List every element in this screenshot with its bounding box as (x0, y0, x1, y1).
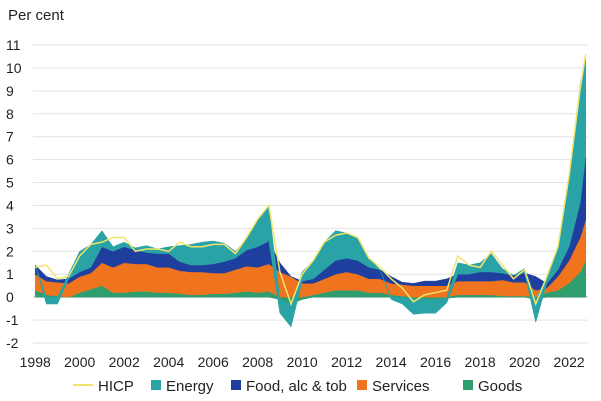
hicp-line (35, 54, 587, 307)
y-tick-label: 2 (6, 243, 14, 259)
x-tick-label: 2018 (465, 354, 496, 370)
x-tick-label: 2008 (242, 354, 273, 370)
x-tick-label: 2022 (554, 354, 585, 370)
legend-swatch-food (231, 380, 241, 390)
x-tick-label: 2014 (376, 354, 407, 370)
legend-label-food: Food, alc & tob (246, 378, 347, 395)
y-tick-label: 0 (6, 289, 14, 305)
stacked-areas (34, 56, 587, 328)
x-tick-label: 2012 (331, 354, 362, 370)
x-tick-label: 2004 (153, 354, 184, 370)
legend-swatch-goods (463, 380, 473, 390)
y-axis-label: Per cent (8, 7, 65, 24)
y-tick-label: 4 (6, 197, 14, 213)
gridlines (33, 44, 588, 344)
hicp-line-group (35, 54, 587, 307)
y-tick-label: 1 (6, 266, 14, 282)
y-tick-label: 9 (6, 83, 14, 99)
x-tick-label: 2006 (198, 354, 229, 370)
y-tick-label: 11 (6, 37, 21, 53)
x-tick-label: 2016 (420, 354, 451, 370)
y-tick-label: 3 (6, 220, 14, 236)
y-tick-label: -1 (6, 312, 19, 328)
legend-swatch-services (357, 380, 367, 390)
legend-label-hicp: HICP (98, 378, 134, 395)
y-tick-label: 10 (6, 60, 22, 76)
x-tick-label: 1998 (20, 354, 51, 370)
legend-swatch-energy (151, 380, 161, 390)
x-tick-label: 2002 (109, 354, 140, 370)
y-tick-label: 7 (6, 129, 14, 145)
y-tick-label: 8 (6, 106, 14, 122)
y-tick-label: -2 (6, 335, 19, 351)
legend: HICP Energy Food, alc & tob Services Goo… (73, 378, 522, 395)
y-tick-labels: -2 -1 0 1 2 3 4 5 6 7 8 9 10 11 (6, 37, 22, 351)
x-tick-label: 2020 (509, 354, 540, 370)
legend-label-services: Services (372, 378, 430, 395)
area-energy (34, 56, 587, 328)
x-tick-labels: 1998 2000 2002 2004 2006 2008 2010 2012 2014 2016… (20, 354, 585, 370)
x-tick-label: 2000 (64, 354, 95, 370)
legend-label-energy: Energy (166, 378, 214, 395)
legend-label-goods: Goods (478, 378, 522, 395)
y-tick-label: 5 (6, 175, 14, 191)
x-tick-label: 2010 (287, 354, 318, 370)
y-tick-label: 6 (6, 152, 14, 168)
